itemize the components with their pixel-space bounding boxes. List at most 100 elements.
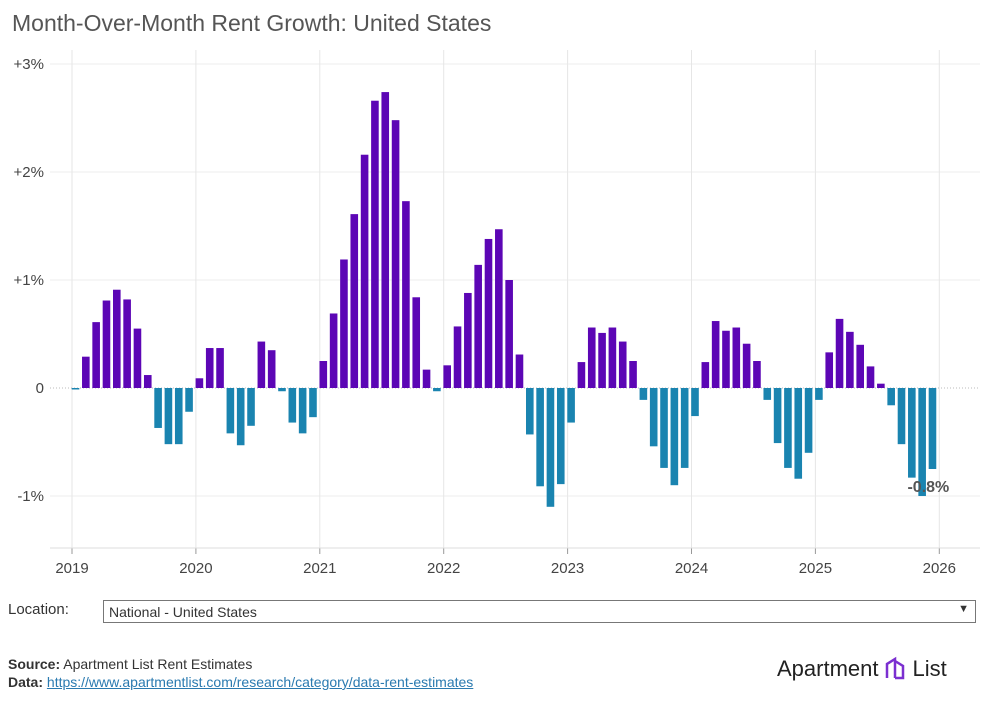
bar bbox=[587, 327, 596, 388]
bar bbox=[515, 354, 524, 388]
bar bbox=[123, 299, 131, 388]
y-tick-label: +1% bbox=[14, 272, 44, 289]
bar bbox=[267, 350, 276, 388]
bar bbox=[567, 388, 575, 423]
bar bbox=[701, 362, 710, 388]
logo-mark-icon bbox=[885, 656, 904, 680]
bar bbox=[329, 313, 338, 388]
bar bbox=[92, 322, 100, 388]
bar bbox=[556, 388, 565, 485]
bar bbox=[278, 388, 286, 392]
bar bbox=[649, 388, 658, 447]
bar bbox=[753, 361, 761, 388]
source-notes: Source: Apartment List Rent Estimates Da… bbox=[8, 655, 473, 691]
bar-chart: +3% +2% +1% 0 -1% 2019 2020 2021 2022 2023 2024 202… bbox=[14, 50, 980, 577]
x-tick-label: 2024 bbox=[675, 560, 708, 577]
bar bbox=[804, 388, 813, 453]
y-tick-label: +3% bbox=[14, 56, 44, 73]
bar bbox=[732, 327, 741, 388]
bar bbox=[639, 388, 648, 400]
bar bbox=[660, 388, 668, 468]
x-tick-label: 2020 bbox=[179, 560, 212, 577]
bar bbox=[381, 92, 390, 388]
bar bbox=[288, 388, 297, 423]
bar bbox=[742, 343, 751, 388]
y-tick-label: -1% bbox=[17, 488, 44, 505]
y-tick-label: +2% bbox=[14, 164, 44, 181]
bar bbox=[402, 201, 410, 388]
bar bbox=[763, 388, 772, 400]
bar bbox=[474, 264, 482, 388]
source-text: Apartment List Rent Estimates bbox=[63, 656, 253, 672]
bar bbox=[773, 388, 782, 444]
bar bbox=[257, 341, 266, 388]
bar bbox=[185, 388, 193, 412]
bar bbox=[598, 332, 606, 388]
bar bbox=[784, 388, 792, 468]
bar bbox=[391, 120, 400, 388]
bar bbox=[433, 388, 441, 392]
bar bbox=[505, 280, 513, 388]
bar bbox=[794, 388, 803, 479]
location-label: Location: bbox=[8, 601, 69, 618]
x-tick-label: 2025 bbox=[799, 560, 832, 577]
bar bbox=[897, 388, 906, 445]
bar bbox=[216, 348, 224, 388]
bar bbox=[691, 388, 699, 417]
bar bbox=[143, 375, 152, 388]
data-link[interactable]: https://www.apartmentlist.com/research/c… bbox=[46, 674, 474, 690]
bar bbox=[133, 328, 142, 388]
bar bbox=[205, 348, 214, 388]
bar bbox=[195, 378, 204, 388]
bar bbox=[113, 289, 121, 388]
source-label: Source: bbox=[8, 656, 61, 672]
bar bbox=[887, 388, 895, 406]
location-value: National - United States bbox=[109, 604, 257, 620]
bar bbox=[815, 388, 823, 400]
x-tick-label: 2022 bbox=[427, 560, 460, 577]
bar bbox=[618, 341, 627, 388]
bar bbox=[680, 388, 689, 468]
last-value-label: -0.8% bbox=[907, 479, 949, 496]
location-select[interactable]: National - United States ▼ bbox=[103, 600, 976, 623]
logo-text-1: Apartment bbox=[777, 656, 879, 681]
bar bbox=[412, 297, 421, 388]
bar bbox=[846, 331, 854, 388]
bar bbox=[309, 388, 317, 418]
bar bbox=[236, 388, 245, 446]
x-tick-label: 2026 bbox=[923, 560, 956, 577]
bar bbox=[877, 383, 885, 388]
bar bbox=[340, 259, 348, 388]
bar bbox=[577, 362, 586, 388]
bar bbox=[102, 300, 111, 388]
bar bbox=[371, 100, 379, 388]
chart-title: Month-Over-Month Rent Growth: United Sta… bbox=[12, 10, 492, 36]
bar bbox=[247, 388, 255, 426]
apartment-list-logo: Apartment List bbox=[777, 656, 947, 682]
bar bbox=[226, 388, 235, 434]
bar bbox=[866, 366, 875, 388]
x-tick-label: 2019 bbox=[55, 560, 88, 577]
bar bbox=[629, 361, 637, 388]
chevron-down-icon: ▼ bbox=[958, 603, 969, 615]
bar bbox=[71, 388, 80, 390]
bar bbox=[526, 388, 534, 435]
bar bbox=[484, 238, 493, 388]
bar bbox=[908, 388, 916, 478]
bar bbox=[835, 318, 844, 388]
bar bbox=[918, 388, 926, 496]
x-tick-label: 2023 bbox=[551, 560, 584, 577]
bar bbox=[825, 352, 834, 388]
bar bbox=[443, 365, 451, 388]
bar bbox=[495, 229, 503, 388]
bar bbox=[856, 344, 864, 388]
bar bbox=[174, 388, 183, 445]
data-label: Data: bbox=[8, 674, 44, 690]
bar bbox=[422, 369, 431, 388]
bar bbox=[722, 330, 730, 388]
bar bbox=[319, 361, 328, 388]
y-tick-label: 0 bbox=[36, 380, 44, 397]
bar bbox=[536, 388, 544, 487]
x-tick-label: 2021 bbox=[303, 560, 336, 577]
bar bbox=[154, 388, 162, 428]
